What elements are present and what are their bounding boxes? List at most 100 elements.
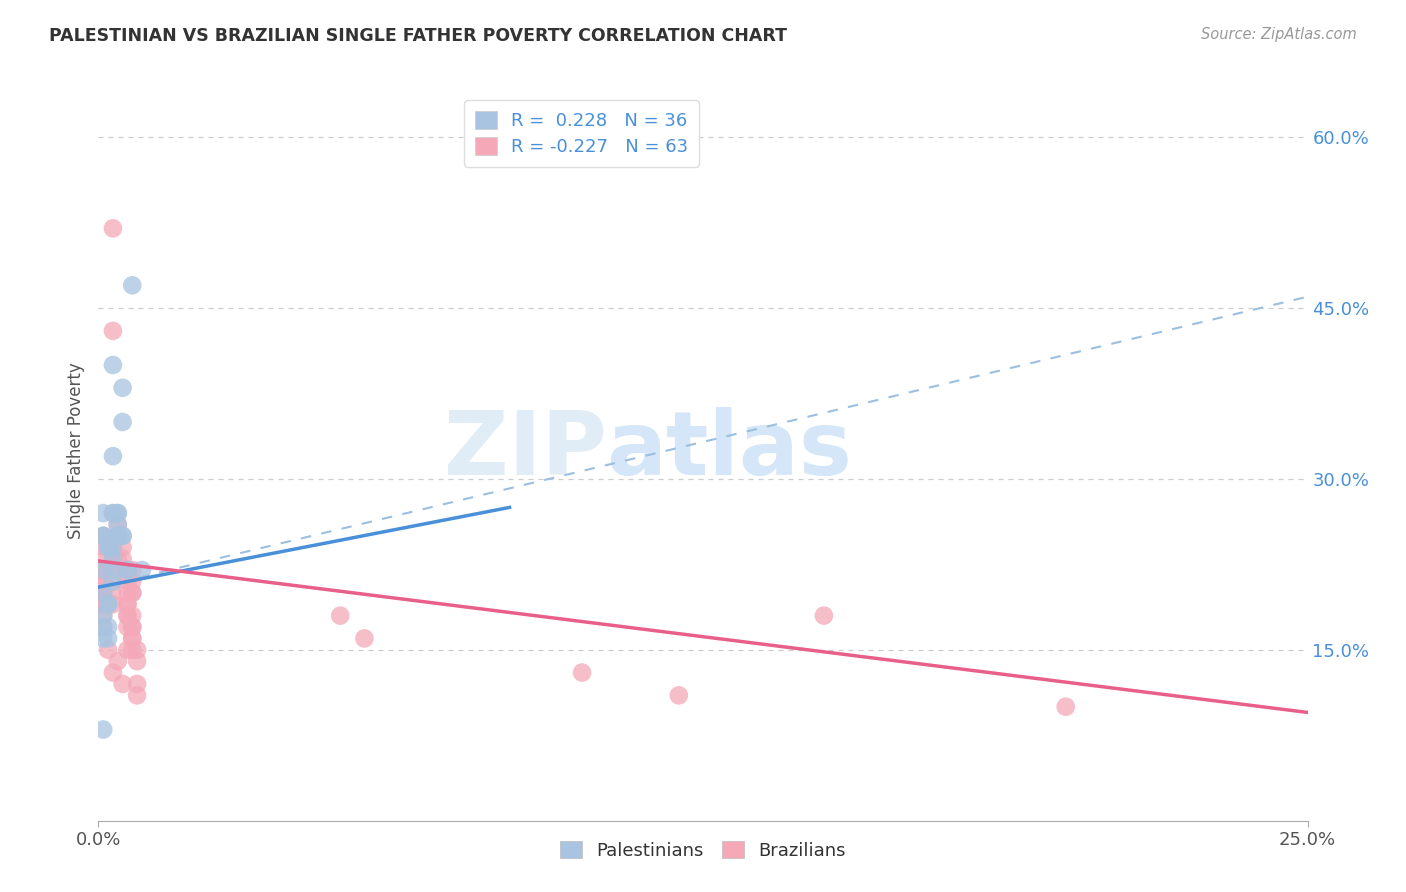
Point xyxy=(97,597,120,611)
Point xyxy=(87,597,110,611)
Point xyxy=(571,665,593,680)
Point xyxy=(91,723,114,737)
Point xyxy=(101,506,124,520)
Point xyxy=(117,563,139,577)
Point xyxy=(107,563,129,577)
Point xyxy=(107,529,129,543)
Text: Source: ZipAtlas.com: Source: ZipAtlas.com xyxy=(1201,27,1357,42)
Point xyxy=(668,689,690,703)
Point xyxy=(107,517,129,532)
Point xyxy=(111,677,134,691)
Point xyxy=(87,597,110,611)
Point xyxy=(101,563,124,577)
Point xyxy=(121,632,143,646)
Point xyxy=(91,608,114,623)
Point xyxy=(87,563,110,577)
Text: ZIP: ZIP xyxy=(443,407,606,494)
Point xyxy=(131,563,153,577)
Point xyxy=(127,677,149,691)
Point xyxy=(91,541,114,555)
Point xyxy=(101,324,124,338)
Point xyxy=(101,597,124,611)
Point xyxy=(127,689,149,703)
Point xyxy=(117,563,139,577)
Point xyxy=(117,642,139,657)
Point xyxy=(101,449,124,463)
Text: atlas: atlas xyxy=(606,407,852,494)
Point xyxy=(107,654,129,668)
Point xyxy=(91,529,114,543)
Point xyxy=(87,586,110,600)
Point xyxy=(121,620,143,634)
Point xyxy=(97,541,120,555)
Point xyxy=(91,563,114,577)
Point xyxy=(353,632,375,646)
Point xyxy=(91,551,114,566)
Point xyxy=(97,541,120,555)
Point xyxy=(101,586,124,600)
Point xyxy=(117,597,139,611)
Point xyxy=(107,529,129,543)
Point xyxy=(121,586,143,600)
Point xyxy=(101,574,124,589)
Point xyxy=(107,529,129,543)
Point xyxy=(91,529,114,543)
Point xyxy=(91,632,114,646)
Point xyxy=(91,608,114,623)
Point xyxy=(91,529,114,543)
Point xyxy=(87,574,110,589)
Point xyxy=(813,608,835,623)
Point xyxy=(121,620,143,634)
Legend: Palestinians, Brazilians: Palestinians, Brazilians xyxy=(553,834,853,867)
Point xyxy=(107,551,129,566)
Point xyxy=(117,563,139,577)
Point xyxy=(107,517,129,532)
Point xyxy=(97,620,120,634)
Point xyxy=(91,620,114,634)
Point xyxy=(1054,699,1077,714)
Point xyxy=(91,620,114,634)
Point xyxy=(117,620,139,634)
Point xyxy=(97,597,120,611)
Point xyxy=(91,586,114,600)
Point xyxy=(117,574,139,589)
Point xyxy=(101,506,124,520)
Point xyxy=(111,529,134,543)
Point xyxy=(91,586,114,600)
Point xyxy=(117,608,139,623)
Point xyxy=(121,642,143,657)
Y-axis label: Single Father Poverty: Single Father Poverty xyxy=(66,362,84,539)
Point xyxy=(97,642,120,657)
Point xyxy=(107,506,129,520)
Point xyxy=(91,574,114,589)
Point xyxy=(101,541,124,555)
Point xyxy=(111,381,134,395)
Point xyxy=(117,586,139,600)
Point xyxy=(121,586,143,600)
Point xyxy=(127,654,149,668)
Point xyxy=(101,551,124,566)
Point xyxy=(121,608,143,623)
Point xyxy=(107,506,129,520)
Point xyxy=(101,221,124,235)
Point xyxy=(121,574,143,589)
Point xyxy=(101,541,124,555)
Point xyxy=(107,529,129,543)
Point xyxy=(101,574,124,589)
Point xyxy=(101,551,124,566)
Point xyxy=(117,608,139,623)
Point xyxy=(111,541,134,555)
Point xyxy=(121,632,143,646)
Point xyxy=(101,563,124,577)
Point xyxy=(117,597,139,611)
Point xyxy=(101,358,124,372)
Point xyxy=(111,529,134,543)
Point xyxy=(87,586,110,600)
Point xyxy=(329,608,352,623)
Point xyxy=(121,563,143,577)
Text: PALESTINIAN VS BRAZILIAN SINGLE FATHER POVERTY CORRELATION CHART: PALESTINIAN VS BRAZILIAN SINGLE FATHER P… xyxy=(49,27,787,45)
Point xyxy=(121,278,143,293)
Point xyxy=(91,563,114,577)
Point xyxy=(111,551,134,566)
Point xyxy=(97,632,120,646)
